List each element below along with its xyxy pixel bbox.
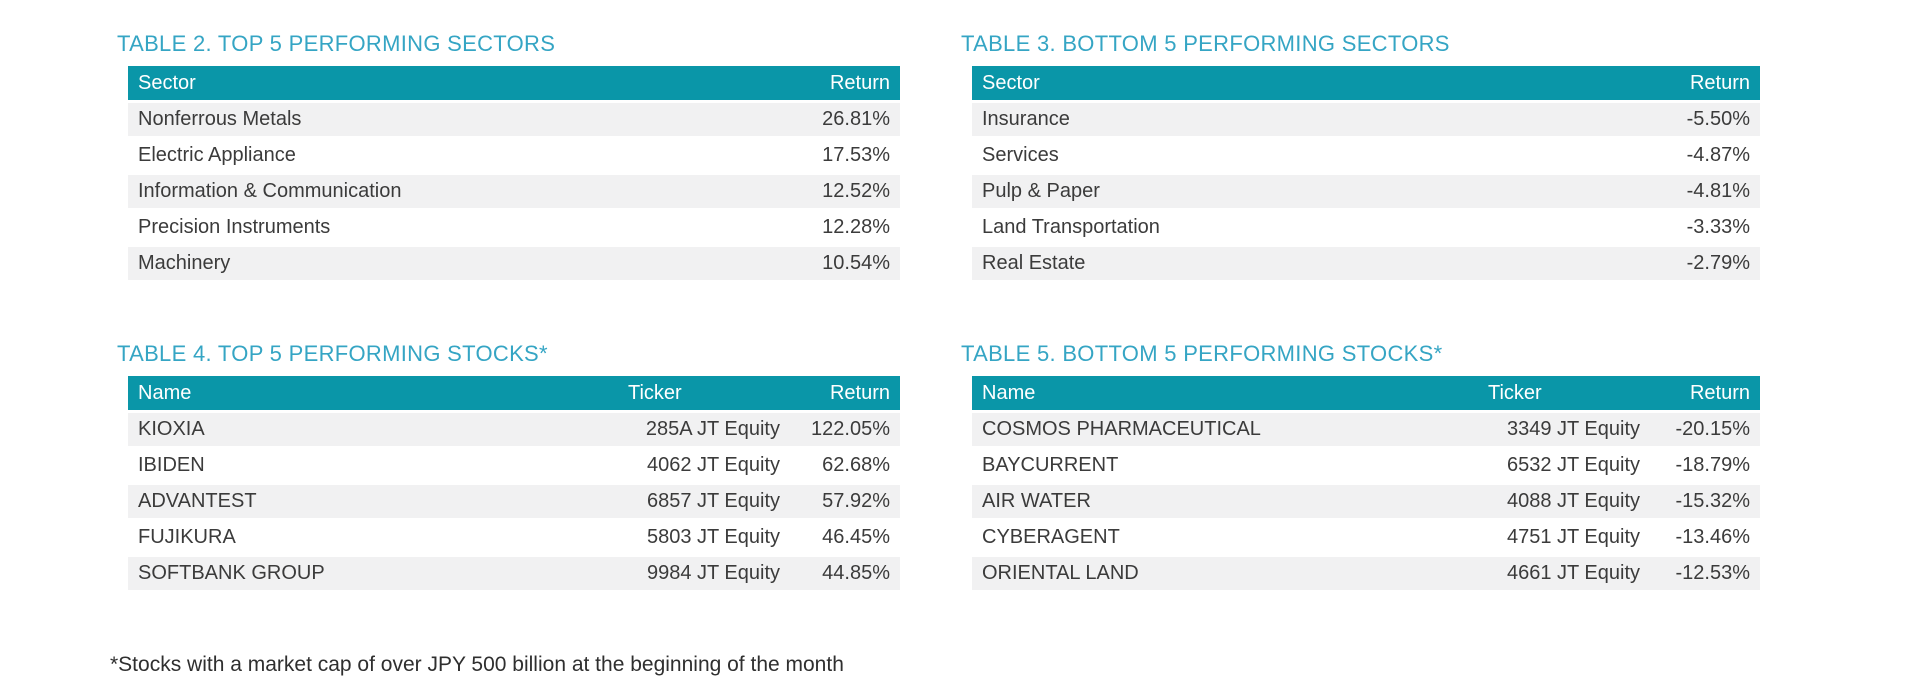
table-body: KIOXIA 285A JT Equity 122.05% IBIDEN 4062 JT… — [128, 413, 900, 593]
cell-return: 26.81% — [822, 108, 890, 130]
cell-return: 10.54% — [822, 252, 890, 274]
cell-ticker: 5803 JT Equity — [646, 526, 780, 548]
table-row: KIOXIA 285A JT Equity 122.05% — [128, 413, 900, 449]
top-stocks-table: TABLE 4. TOP 5 PERFORMING STOCKS* Name T… — [117, 340, 900, 593]
cell-sector: Information & Communication — [138, 180, 402, 202]
table-row: FUJIKURA 5803 JT Equity 46.45% — [128, 521, 900, 557]
header-sector: Sector — [138, 71, 196, 94]
cell-name: AIR WATER — [982, 490, 1091, 512]
header-ticker: Ticker — [1488, 381, 1542, 404]
cell-return: -4.87% — [1686, 144, 1750, 166]
cell-return: -18.79% — [1675, 454, 1751, 476]
table-title: TABLE 5. BOTTOM 5 PERFORMING STOCKS* — [961, 341, 1443, 366]
table-title: TABLE 4. TOP 5 PERFORMING STOCKS* — [117, 341, 548, 366]
table-row: Information & Communication 12.52% — [128, 175, 900, 211]
table-row: Services -4.87% — [972, 139, 1760, 175]
table-row: Pulp & Paper -4.81% — [972, 175, 1760, 211]
cell-ticker: 6532 JT Equity — [1506, 454, 1640, 476]
cell-return: -2.79% — [1686, 252, 1750, 274]
table-row: ADVANTEST 6857 JT Equity 57.92% — [128, 485, 900, 521]
table-row: Land Transportation -3.33% — [972, 211, 1760, 247]
cell-name: FUJIKURA — [138, 526, 236, 548]
cell-ticker: 4751 JT Equity — [1506, 526, 1640, 548]
table-row: Precision Instruments 12.28% — [128, 211, 900, 247]
cell-name: IBIDEN — [138, 454, 205, 476]
cell-return: 17.53% — [822, 144, 890, 166]
header-return: Return — [1689, 381, 1750, 404]
cell-sector: Insurance — [982, 108, 1070, 130]
table-title: TABLE 2. TOP 5 PERFORMING SECTORS — [117, 31, 556, 56]
cell-sector: Precision Instruments — [138, 216, 331, 238]
cell-return: 46.45% — [822, 526, 890, 548]
header-return: Return — [1689, 71, 1750, 94]
table-row: Real Estate -2.79% — [972, 247, 1760, 283]
cell-return: -15.32% — [1675, 490, 1751, 512]
cell-return: -5.50% — [1686, 108, 1750, 130]
header-return: Return — [829, 71, 890, 94]
table-row: SOFTBANK GROUP 9984 JT Equity 44.85% — [128, 557, 900, 593]
cell-name: BAYCURRENT — [982, 454, 1119, 476]
cell-name: SOFTBANK GROUP — [138, 562, 325, 584]
table-header-row: Sector Return — [128, 66, 900, 100]
table-row: AIR WATER 4088 JT Equity -15.32% — [972, 485, 1760, 521]
table-row: Machinery 10.54% — [128, 247, 900, 283]
cell-name: COSMOS PHARMACEUTICAL — [982, 418, 1261, 440]
table-row: Electric Appliance 17.53% — [128, 139, 900, 175]
footnote: *Stocks with a market cap of over JPY 50… — [110, 653, 844, 676]
top-sectors-table: TABLE 2. TOP 5 PERFORMING SECTORS Sector… — [117, 30, 900, 283]
cell-ticker: 4088 JT Equity — [1506, 490, 1640, 512]
table-body: Nonferrous Metals 26.81% Electric Applianc… — [128, 103, 900, 283]
cell-name: CYBERAGENT — [982, 526, 1120, 548]
cell-return: -20.15% — [1675, 418, 1751, 440]
cell-return: -4.81% — [1686, 180, 1750, 202]
cell-return: 122.05% — [811, 418, 890, 440]
cell-ticker: 9984 JT Equity — [646, 562, 780, 584]
header-name: Name — [982, 381, 1036, 404]
table-header-row: Name Ticker Return — [972, 376, 1760, 410]
cell-ticker: 4062 JT Equity — [646, 454, 780, 476]
table-body: COSMOS PHARMACEUTICAL 3349 JT Equity -20.1… — [972, 413, 1760, 593]
table-row: CYBERAGENT 4751 JT Equity -13.46% — [972, 521, 1760, 557]
table-body: Insurance -5.50% Services -4.87% Pulp & Pape… — [972, 103, 1760, 283]
cell-return: 12.28% — [822, 216, 890, 238]
header-name: Name — [138, 381, 192, 404]
cell-return: -12.53% — [1675, 562, 1751, 584]
cell-return: 44.85% — [822, 562, 890, 584]
cell-ticker: 3349 JT Equity — [1506, 418, 1640, 440]
cell-name: KIOXIA — [138, 418, 205, 440]
cell-return: 62.68% — [822, 454, 890, 476]
table-row: BAYCURRENT 6532 JT Equity -18.79% — [972, 449, 1760, 485]
table-header-row: Name Ticker Return — [128, 376, 900, 410]
cell-sector: Nonferrous Metals — [138, 108, 302, 130]
cell-ticker: 6857 JT Equity — [646, 490, 780, 512]
cell-return: 12.52% — [822, 180, 890, 202]
cell-return: -13.46% — [1675, 526, 1751, 548]
header-ticker: Ticker — [628, 381, 682, 404]
cell-sector: Real Estate — [982, 252, 1086, 274]
table-header-row: Sector Return — [972, 66, 1760, 100]
cell-return: -3.33% — [1686, 216, 1750, 238]
cell-sector: Machinery — [138, 252, 231, 274]
table-row: IBIDEN 4062 JT Equity 62.68% — [128, 449, 900, 485]
table-row: ORIENTAL LAND 4661 JT Equity -12.53% — [972, 557, 1760, 593]
table-title: TABLE 3. BOTTOM 5 PERFORMING SECTORS — [961, 31, 1450, 56]
cell-name: ORIENTAL LAND — [982, 562, 1139, 584]
bottom-sectors-table: TABLE 3. BOTTOM 5 PERFORMING SECTORS Sec… — [961, 30, 1760, 283]
bottom-stocks-table: TABLE 5. BOTTOM 5 PERFORMING STOCKS* Nam… — [961, 340, 1760, 593]
cell-sector: Services — [982, 144, 1059, 166]
table-row: Insurance -5.50% — [972, 103, 1760, 139]
table-row: Nonferrous Metals 26.81% — [128, 103, 900, 139]
cell-name: ADVANTEST — [138, 490, 257, 512]
table-row: COSMOS PHARMACEUTICAL 3349 JT Equity -20.1… — [972, 413, 1760, 449]
cell-ticker: 4661 JT Equity — [1506, 562, 1640, 584]
cell-return: 57.92% — [822, 490, 890, 512]
header-sector: Sector — [982, 71, 1040, 94]
header-return: Return — [829, 381, 890, 404]
cell-ticker: 285A JT Equity — [645, 418, 780, 440]
cell-sector: Land Transportation — [982, 216, 1160, 238]
cell-sector: Electric Appliance — [138, 144, 296, 166]
cell-sector: Pulp & Paper — [982, 180, 1100, 202]
